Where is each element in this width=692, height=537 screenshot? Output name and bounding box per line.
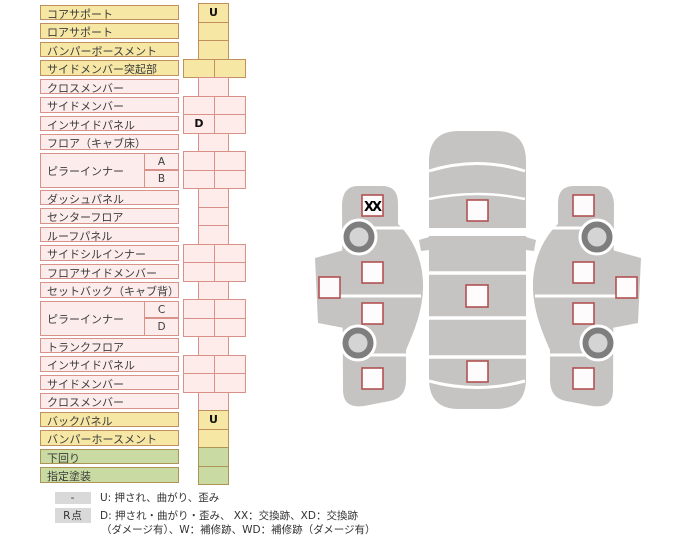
legend-text-3: （ダメージ有）、W：補修跡、WD：補修跡（ダメージ有） — [101, 524, 376, 536]
part-label: 指定塗装 — [40, 467, 179, 483]
part-label: インサイドパネル — [40, 356, 179, 372]
part-label: サイドメンバー — [40, 97, 179, 113]
checkpoint-left-rear-door[interactable] — [361, 302, 384, 325]
legend-line-3: （ダメージ有）、W：補修跡、WD：補修跡（ダメージ有） — [101, 522, 376, 537]
legend-badge-dash: - — [55, 492, 91, 504]
grid-cell[interactable] — [214, 262, 246, 282]
part-label: コアサポート — [40, 4, 179, 20]
part-sublabel: B — [144, 170, 179, 188]
legend-line-1: - U: 押され、曲がり、歪み — [55, 490, 219, 505]
checkpoint-right-front-door[interactable] — [572, 261, 595, 284]
part-label: ピラーインナー — [40, 152, 145, 188]
part-label: サイドメンバー突起部 — [40, 60, 179, 76]
checkpoint-left-roof-side[interactable] — [318, 276, 341, 299]
checkpoint-trunk[interactable] — [466, 360, 489, 383]
part-label: トランクフロア — [40, 337, 179, 353]
part-label: サイドメンバー — [40, 374, 179, 390]
checkpoint-right-rear-door[interactable] — [572, 302, 595, 325]
part-sublabel: D — [144, 318, 179, 336]
legend-text-1: U: 押され、曲がり、歪み — [100, 492, 220, 504]
right-mirror — [526, 237, 536, 251]
legend-badge-r-point: R点 — [55, 508, 91, 523]
part-label: センターフロア — [40, 208, 179, 224]
left-rear-wheel — [341, 326, 375, 360]
part-label: フロア（キャブ床） — [40, 134, 179, 150]
car-top-view — [419, 131, 536, 409]
checkpoint-left-front-door[interactable] — [361, 261, 384, 284]
part-sublabel: C — [144, 300, 179, 318]
checkpoint-hood[interactable] — [466, 199, 489, 222]
left-front-wheel — [342, 220, 376, 254]
part-sublabel: A — [144, 152, 179, 170]
part-label: インサイドパネル — [40, 115, 179, 131]
part-label: クロスメンバー — [40, 78, 179, 94]
part-label: バンパーホースメント — [40, 430, 179, 446]
grid-cell[interactable] — [214, 373, 246, 393]
grid-cell[interactable] — [214, 169, 246, 189]
grid-cell[interactable] — [214, 58, 246, 78]
checkpoint-left-front-fender-mark: XX — [364, 200, 382, 215]
checkpoint-right-front-fender[interactable] — [572, 194, 595, 217]
grid-cell[interactable] — [198, 465, 229, 485]
legend-line-2: R点 D: 押され・曲がり・歪み、 XX：交換跡、XD：交換跡 — [55, 508, 358, 523]
car-left-side-view — [315, 186, 424, 407]
grid-cell[interactable] — [214, 114, 246, 134]
part-label: 下回り — [40, 448, 179, 464]
checkpoint-roof[interactable] — [465, 284, 489, 308]
part-label: フロアサイドメンバー — [40, 263, 179, 279]
part-label: バックパネル — [40, 411, 179, 427]
left-mirror — [419, 237, 429, 251]
part-label: ロアサポート — [40, 23, 179, 39]
checkpoint-left-rear-fender[interactable] — [361, 367, 384, 390]
grid-cell[interactable]: U — [198, 3, 229, 23]
checkpoint-right-rear-fender[interactable] — [572, 367, 595, 390]
part-label: クロスメンバー — [40, 393, 179, 409]
grid-cell[interactable] — [214, 317, 246, 337]
part-label: ダッシュパネル — [40, 189, 179, 205]
parts-table: コアサポート U ロアサポート バンパーボースメント サイドメンバー突起部 クロスメンバー… — [0, 0, 300, 535]
checkpoint-right-roof-side[interactable] — [615, 276, 638, 299]
center-body — [429, 131, 526, 409]
part-label: セットバック（キャブ背） — [40, 282, 179, 298]
part-label: サイドシルインナー — [40, 245, 179, 261]
part-label: ルーフパネル — [40, 226, 179, 242]
legend-text-2: D: 押され・曲がり・歪み、 XX：交換跡、XD：交換跡 — [100, 510, 358, 522]
checkpoint-left-front-fender[interactable] — [361, 194, 384, 217]
part-label: バンパーボースメント — [40, 41, 179, 57]
